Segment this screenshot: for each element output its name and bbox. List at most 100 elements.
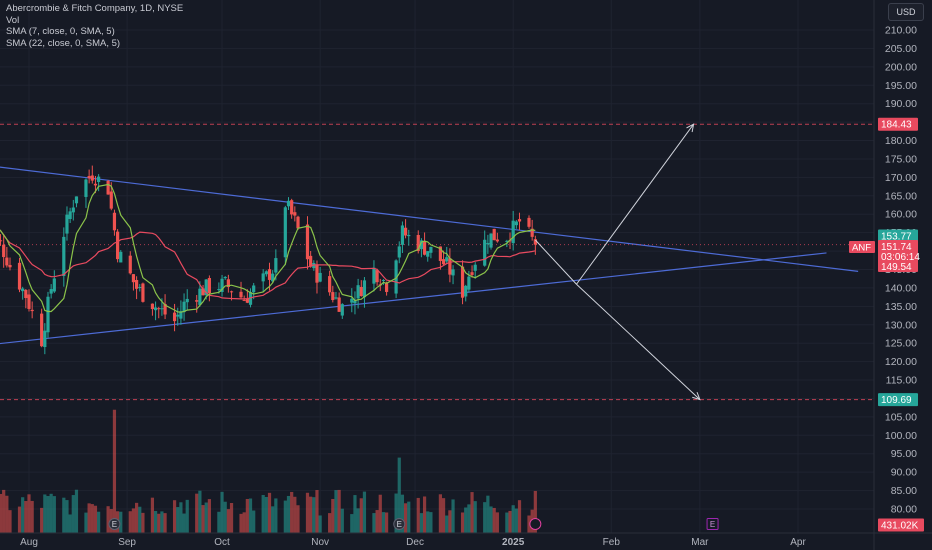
volume-bar	[172, 500, 177, 533]
candle-body	[24, 289, 28, 299]
candle-body	[223, 276, 227, 279]
candle-body	[17, 262, 22, 290]
candle-body	[464, 285, 468, 297]
candle-body	[483, 239, 487, 266]
candle-body	[150, 303, 155, 310]
volume-bar	[495, 512, 499, 533]
high-tag-bg	[878, 229, 918, 243]
candle-body	[217, 289, 221, 291]
volume-bar	[533, 490, 537, 533]
volume-bar	[486, 495, 490, 533]
earnings-label: E	[397, 520, 402, 529]
projection-down-arrow[interactable]	[576, 283, 701, 400]
candle-body	[470, 272, 474, 275]
y-tick-label: 125.00	[885, 338, 917, 350]
candle-body	[283, 207, 287, 258]
high-tag: 153.77	[881, 232, 912, 243]
candle-body	[157, 308, 161, 310]
projection-up-arrow[interactable]	[576, 123, 694, 285]
volume-bar	[438, 494, 442, 533]
candle-body	[134, 279, 139, 289]
candle-body	[182, 301, 186, 313]
candle-body	[359, 286, 363, 297]
candle-body	[451, 269, 455, 276]
volume-bar	[419, 513, 424, 533]
volume-bar	[293, 496, 297, 533]
candle-body	[179, 311, 183, 319]
volume-bar	[119, 511, 123, 533]
currency-button[interactable]: USD	[888, 3, 924, 21]
volume-bar	[334, 490, 338, 533]
volume-bar	[375, 510, 379, 533]
volume-bar	[220, 491, 224, 533]
level-tag-upper: 184.43	[881, 120, 912, 131]
candle-body	[293, 212, 297, 216]
candle-body	[204, 279, 208, 296]
volume-bar	[473, 501, 477, 533]
earnings-label: E	[710, 520, 715, 529]
volume-bar	[153, 510, 158, 533]
time-axis[interactable]: Aug Sep Oct Nov Dec 2025 Feb Mar Apr	[0, 532, 932, 548]
grid	[0, 0, 874, 533]
candle-body	[445, 257, 449, 262]
candle-body	[407, 234, 411, 237]
projection-down-arrow-head	[692, 391, 701, 401]
candle-body	[296, 216, 300, 229]
volume-bar	[131, 508, 136, 533]
volume-bar	[271, 506, 275, 533]
volume-bar	[21, 497, 25, 533]
candle-body	[198, 288, 202, 305]
y-tick-label: 160.00	[885, 209, 917, 221]
candle-body	[505, 240, 509, 242]
volume-bar	[128, 511, 132, 533]
volume-bar	[204, 502, 208, 533]
level-tag-upper-bg	[878, 117, 918, 131]
volume-bar	[422, 496, 427, 533]
y-tick-label: 80.00	[891, 504, 917, 516]
candle-body	[318, 272, 322, 282]
price-axis[interactable]: 80.0085.0090.0095.00100.00105.00110.0011…	[873, 0, 932, 550]
volume-bar	[283, 500, 287, 533]
candle-body	[271, 273, 275, 282]
volume-bar	[286, 495, 291, 533]
candle-body	[74, 196, 79, 204]
x-tick-label: Nov	[311, 537, 329, 548]
volume-bar	[350, 514, 354, 533]
candle-body	[21, 288, 25, 292]
projection-segment[interactable]	[534, 239, 577, 285]
candle-body	[71, 207, 75, 213]
volume-bar	[24, 501, 28, 533]
y-tick-label: 200.00	[885, 61, 917, 73]
symbol-tag-bg	[849, 241, 875, 253]
candle-body	[185, 298, 189, 303]
candle-body	[467, 276, 471, 290]
volume-bar	[87, 503, 91, 533]
candle-body	[116, 231, 120, 260]
projection-arrows[interactable]	[534, 123, 701, 401]
volume-bar	[163, 513, 167, 533]
horizontal-levels[interactable]	[0, 123, 874, 401]
legend-title: Abercrombie & Fitch Company, 1D, NYSE	[6, 3, 184, 14]
y-tick-label: 190.00	[885, 98, 917, 110]
volume-bar	[229, 502, 234, 533]
moving-averages	[0, 183, 536, 313]
projection-up-arrow-head	[686, 123, 695, 133]
volume-bar	[397, 457, 401, 533]
x-tick-label: 2025	[502, 537, 525, 548]
candle-body	[305, 224, 310, 260]
candle-body	[337, 297, 341, 312]
volume-bar	[362, 491, 367, 533]
volume-bar	[0, 493, 3, 533]
candle-body	[397, 246, 401, 258]
candle-body	[267, 269, 272, 280]
x-tick-label: Aug	[20, 537, 38, 548]
candle-body	[309, 255, 313, 267]
y-tick-label: 205.00	[885, 43, 917, 55]
candle-body	[356, 285, 360, 299]
trendline-upper[interactable]	[0, 155, 859, 272]
candle-body	[239, 291, 243, 298]
volume-bar	[385, 512, 389, 533]
volume-bar	[52, 496, 56, 533]
